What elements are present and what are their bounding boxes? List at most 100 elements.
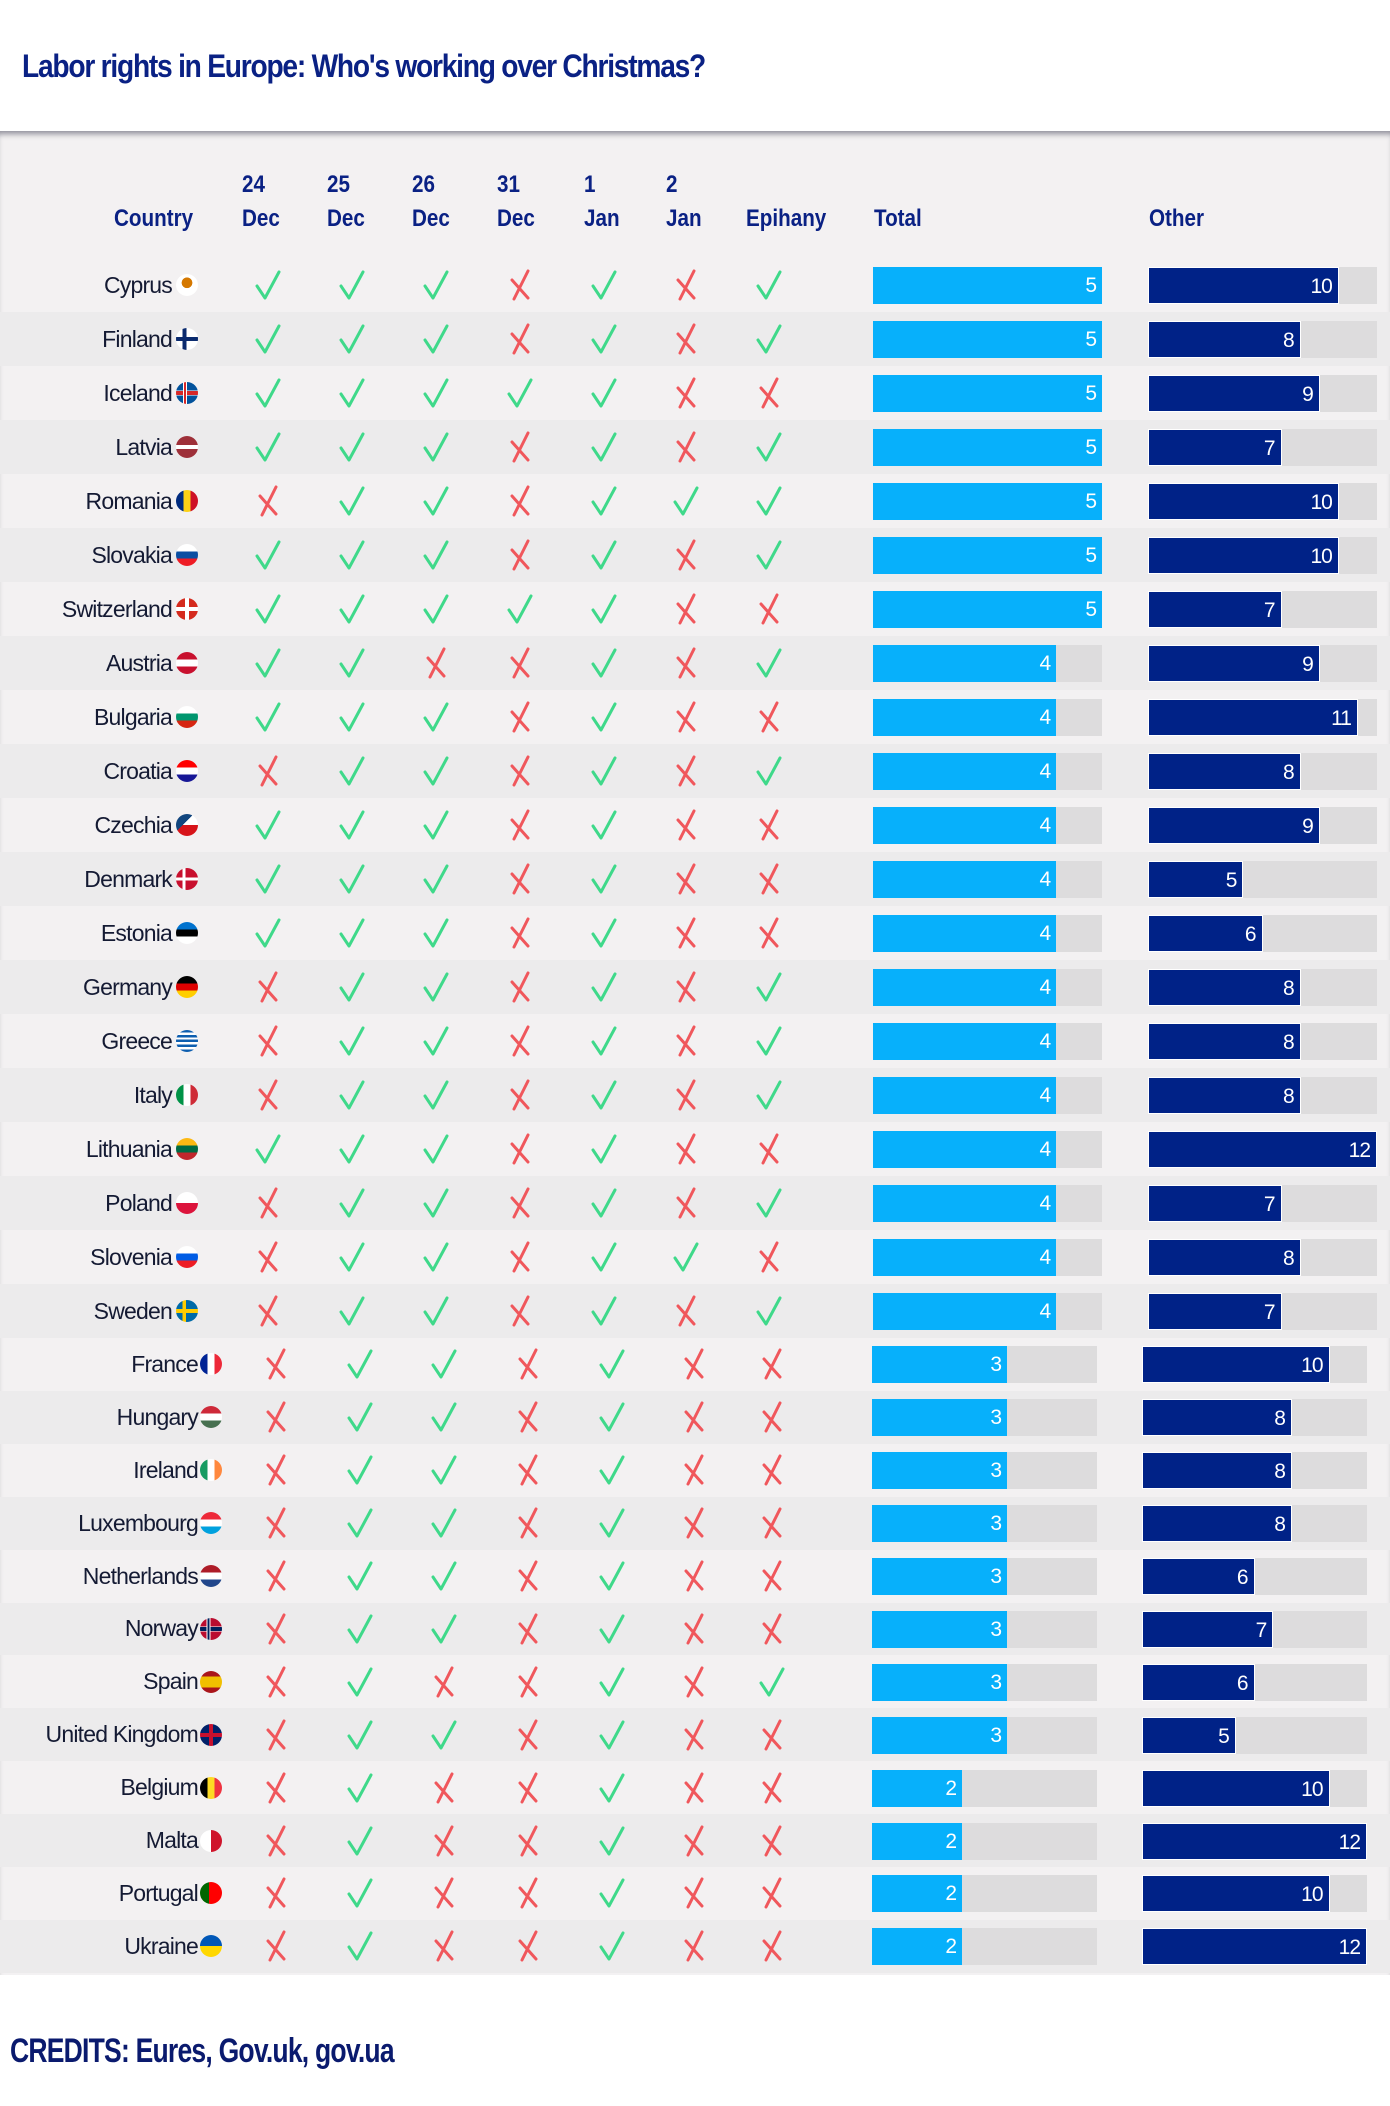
table-row: Poland 4 7: [0, 1176, 1390, 1230]
other-bar-track: 7: [1148, 1185, 1377, 1222]
check-icon: [422, 862, 450, 896]
check-icon: [590, 538, 618, 572]
check-icon: [338, 1024, 366, 1058]
check-icon: [338, 1132, 366, 1166]
table-row: Sweden 4 7: [0, 1284, 1390, 1338]
other-value-label: 10: [1301, 1777, 1323, 1801]
total-bar: 4: [873, 1185, 1057, 1222]
check-icon: [598, 1347, 626, 1381]
other-bar-track: 8: [1142, 1399, 1367, 1437]
check-icon: [422, 700, 450, 734]
check-icon: [338, 1240, 366, 1274]
total-value-label: 4: [1039, 760, 1052, 783]
check-icon: [254, 268, 282, 302]
check-icon: [598, 1771, 626, 1805]
cross-icon: [262, 1559, 290, 1593]
other-bar-track: 8: [1148, 1239, 1377, 1276]
country-name: Poland: [105, 1189, 173, 1216]
total-bar-track: 2: [872, 1875, 1097, 1913]
latvia-flag-icon: [176, 436, 198, 458]
other-value-label: 10: [1310, 491, 1332, 514]
total-bar-track: 2: [872, 1769, 1097, 1807]
credits: CREDITS: Eures, Gov.uk, gov.ua: [10, 2032, 395, 2070]
total-bar: 2: [872, 1822, 962, 1860]
check-icon: [590, 808, 618, 842]
total-value-label: 3: [990, 1353, 1002, 1377]
other-bar-track: 6: [1142, 1558, 1367, 1596]
check-icon: [590, 484, 618, 518]
cross-icon: [262, 1824, 290, 1858]
cross-icon: [680, 1347, 708, 1381]
cross-icon: [755, 916, 783, 950]
table-row: Romania 5 10: [0, 474, 1390, 528]
total-value-label: 4: [1039, 706, 1052, 729]
check-icon: [422, 376, 450, 410]
total-bar: 4: [873, 807, 1057, 844]
check-icon: [590, 754, 618, 788]
total-bar: 4: [873, 969, 1057, 1006]
check-icon: [590, 1078, 618, 1112]
table-row: Estonia 4 6: [0, 906, 1390, 960]
cross-icon: [506, 754, 534, 788]
check-icon: [430, 1400, 458, 1434]
check-icon: [422, 484, 450, 518]
cross-icon: [506, 1078, 534, 1112]
other-bar: 5: [1142, 1716, 1236, 1754]
spain-flag-icon: [200, 1670, 222, 1693]
other-value-label: 7: [1255, 1618, 1268, 1642]
check-icon: [422, 268, 450, 302]
header-25-dec: 25 Dec: [327, 171, 365, 232]
other-value-label: 8: [1282, 1085, 1295, 1108]
other-bar: 6: [1142, 1663, 1255, 1701]
country-name: Ukraine: [124, 1932, 198, 1959]
check-icon: [758, 1665, 786, 1699]
malta-flag-icon: [200, 1829, 222, 1852]
total-bar: 4: [873, 1077, 1057, 1114]
check-icon: [755, 430, 783, 464]
total-bar-track: 2: [872, 1928, 1097, 1966]
cross-icon: [506, 538, 534, 572]
croatia-flag-icon: [176, 760, 198, 782]
country-name: Italy: [133, 1081, 173, 1108]
check-icon: [598, 1929, 626, 1963]
cross-icon: [755, 376, 783, 410]
check-icon: [254, 1132, 282, 1166]
cross-icon: [254, 484, 282, 518]
cross-icon: [262, 1665, 290, 1699]
total-bar: 3: [872, 1716, 1007, 1754]
luxembourg-flag-icon: [200, 1512, 222, 1535]
total-value-label: 2: [945, 1882, 957, 1906]
table-row: Czechia 4 9: [0, 798, 1390, 852]
check-icon: [598, 1453, 626, 1487]
other-value-label: 5: [1218, 1724, 1230, 1748]
cross-icon: [514, 1718, 542, 1752]
cross-icon: [672, 970, 700, 1004]
total-bar-track: 5: [873, 429, 1102, 466]
cross-icon: [758, 1559, 786, 1593]
table-row: Belgium 2 10: [0, 1761, 1390, 1814]
total-bar-track: 4: [873, 753, 1102, 790]
total-value-label: 3: [990, 1723, 1002, 1747]
total-bar-track: 4: [873, 915, 1102, 952]
check-icon: [598, 1718, 626, 1752]
check-icon: [422, 808, 450, 842]
total-value-label: 2: [945, 1935, 957, 1959]
country-name: Portugal: [118, 1879, 199, 1906]
check-icon: [590, 700, 618, 734]
check-icon: [422, 592, 450, 626]
check-icon: [254, 538, 282, 572]
cross-icon: [680, 1876, 708, 1910]
total-bar-track: 4: [873, 1023, 1102, 1060]
table-row: Denmark 4 5: [0, 852, 1390, 906]
other-bar-track: 9: [1148, 645, 1377, 682]
country-name: Denmark: [84, 865, 173, 892]
poland-flag-icon: [176, 1192, 198, 1214]
check-icon: [430, 1612, 458, 1646]
header-total: Total: [874, 205, 922, 232]
other-bar: 9: [1148, 645, 1320, 682]
table-row: Cyprus 5 10: [0, 258, 1390, 312]
cross-icon: [506, 430, 534, 464]
other-bar: 10: [1142, 1346, 1330, 1384]
cross-icon: [262, 1929, 290, 1963]
country-name: France: [131, 1350, 199, 1377]
